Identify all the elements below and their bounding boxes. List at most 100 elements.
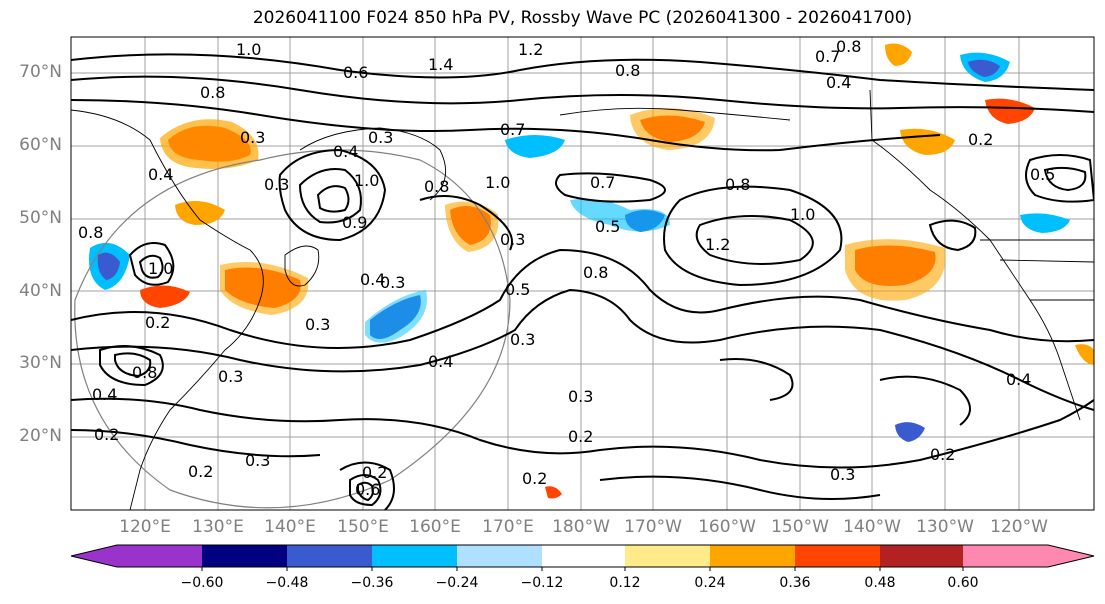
anomaly-orange-2 [175, 201, 225, 225]
lon-label-160w: 160°W [698, 517, 756, 537]
colorbar-tick: 0.48 [864, 575, 896, 591]
contour-label: 0.2 [568, 427, 593, 446]
lon-label-150w: 150°W [771, 517, 829, 537]
contour-label: 0.5 [595, 217, 620, 236]
colorbar-extend-left [71, 545, 117, 567]
contour-label: 0.2 [930, 445, 955, 464]
contour-label: 0.7 [815, 47, 840, 66]
pv-contours [71, 53, 1094, 510]
contour-label: 0.3 [380, 273, 405, 292]
anomaly-blue-6b [968, 59, 1000, 77]
contour-label: 0.3 [305, 315, 330, 334]
lat-label-40n: 40°N [19, 281, 62, 301]
anomaly-orange-11 [545, 486, 562, 499]
lon-label-160e: 160°E [409, 517, 461, 537]
contour-label: 0.4 [826, 73, 851, 92]
colorbar-segment [963, 545, 1048, 567]
contour-label: 0.2 [94, 425, 119, 444]
lon-label-120w: 120°W [990, 517, 1048, 537]
contour-label: 0.3 [245, 451, 270, 470]
contour-label: 1.4 [428, 55, 453, 74]
contour-label: 0.7 [500, 120, 525, 139]
colorbar-segment [202, 545, 287, 567]
map-title: 2026041100 F024 850 hPa PV, Rossby Wave … [252, 8, 913, 28]
contour-label: 0.2 [522, 469, 547, 488]
lat-label-70n: 70°N [19, 62, 62, 82]
contour-label: 0.6 [355, 480, 380, 499]
anomaly-orange-8 [900, 128, 955, 155]
shaded-anomalies [89, 43, 1094, 499]
lat-label-20n: 20°N [19, 426, 62, 446]
colorbar-tick: −0.60 [180, 575, 224, 591]
anomaly-blue-2 [97, 252, 120, 280]
anomaly-red-3 [140, 285, 190, 308]
lon-label-170e: 170°E [482, 517, 534, 537]
contour-label: 0.2 [145, 313, 170, 332]
contour-label: 0.4 [428, 352, 453, 371]
colorbar-segment [795, 545, 880, 567]
anomaly-orange-12 [1075, 344, 1094, 365]
lat-label-30n: 30°N [19, 353, 62, 373]
coastlines [71, 89, 1094, 510]
contour-label: 0.2 [968, 130, 993, 149]
colorbar-tick: 0.12 [609, 575, 641, 591]
anomaly-yellow-5 [445, 201, 499, 252]
lon-label-140e: 140°E [264, 517, 316, 537]
contour-label: 0.4 [333, 142, 358, 161]
contour-label: 0.5 [505, 280, 530, 299]
colorbar-segment [880, 545, 963, 567]
contour-label: 1.0 [485, 173, 510, 192]
contour-label-layer: 1.0 0.8 0.6 1.4 1.2 0.8 0.7 0.4 0.8 0.3 … [78, 37, 1055, 499]
lon-label-180w: 180°W [552, 517, 610, 537]
contour-label: 0.8 [78, 223, 103, 242]
colorbar-tick: 0.60 [947, 575, 979, 591]
contour-label: 1.0 [148, 259, 173, 278]
contour-label: 0.8 [615, 61, 640, 80]
colorbar-extend-right [1048, 545, 1094, 567]
lon-label-170w: 170°W [624, 517, 682, 537]
contour-label: 0.6 [343, 63, 368, 82]
contour-label: 0.4 [92, 385, 117, 404]
contour-label: 0.8 [836, 37, 861, 56]
colorbar-segment [372, 545, 457, 567]
contour-label: 1.2 [705, 235, 730, 254]
contour-label: 1.0 [790, 205, 815, 224]
contour-label: 0.3 [218, 367, 243, 386]
colorbar [70, 544, 1095, 571]
contour-label: 0.3 [510, 330, 535, 349]
contour-label: 0.3 [368, 128, 393, 147]
colorbar-segment [710, 545, 795, 567]
contour-label: 0.4 [1006, 370, 1031, 389]
contour-label: 0.8 [424, 177, 449, 196]
contour-label: 0.3 [240, 128, 265, 147]
contour-label: 1.2 [518, 40, 543, 59]
contour-label: 0.8 [725, 175, 750, 194]
colorbar-tick: 0.24 [694, 575, 726, 591]
colorbar-segment [117, 545, 202, 567]
anomaly-yellow-7 [845, 239, 946, 301]
contour-label: 0.4 [360, 270, 385, 289]
contour-label: 0.9 [342, 213, 367, 232]
contour-label: 0.3 [830, 465, 855, 484]
colorbar-tick: −0.36 [350, 575, 394, 591]
contour-label: 0.8 [583, 263, 608, 282]
lon-label-130e: 130°E [192, 517, 244, 537]
anomaly-orange-10 [885, 43, 912, 66]
anomaly-blue-7 [1020, 213, 1070, 233]
lon-label-120e: 120°E [119, 517, 171, 537]
anomaly-blue-5b [570, 198, 670, 232]
colorbar-segment [625, 545, 710, 567]
contour-label: 0.3 [264, 175, 289, 194]
lon-label-150e: 150°E [337, 517, 389, 537]
colorbar-segment [542, 545, 625, 567]
colorbar-segment [457, 545, 542, 567]
anomaly-blue-3b [365, 290, 427, 343]
contour-label: 0.2 [362, 463, 387, 482]
projection-circle [74, 149, 511, 509]
map-plot: 1.0 0.8 0.6 1.4 1.2 0.8 0.7 0.4 0.8 0.3 … [71, 37, 1094, 510]
colorbar-tick: 0.36 [779, 575, 811, 591]
anomaly-yellow-1 [160, 119, 259, 169]
contour-label: 0.5 [1030, 165, 1055, 184]
colorbar-outline [70, 544, 1095, 568]
